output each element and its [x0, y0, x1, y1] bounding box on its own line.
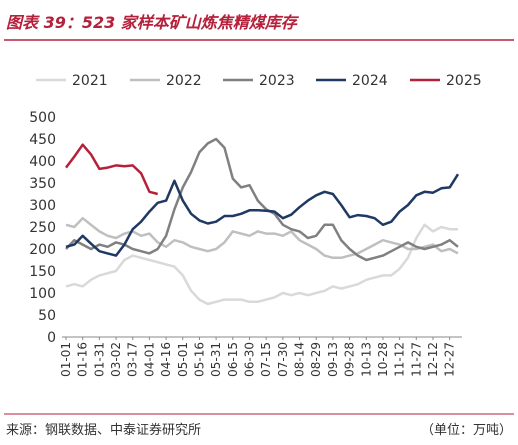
y-tick-label: 500: [29, 110, 56, 126]
x-tick-label: 09-13: [326, 342, 340, 377]
legend-label: 2022: [166, 73, 202, 89]
y-tick-label: 400: [29, 154, 56, 170]
x-tick-label: 03-02: [109, 342, 123, 377]
y-tick-label: 350: [29, 176, 56, 192]
x-tick-label: 05-31: [209, 342, 223, 377]
x-tick-label: 08-29: [309, 342, 323, 377]
x-tick-label: 05-16: [192, 342, 206, 377]
y-tick-label: 50: [38, 308, 56, 324]
x-tick-label: 05-01: [176, 342, 190, 377]
unit: （单位：万吨）: [421, 423, 512, 438]
x-tick-label: 11-12: [393, 342, 407, 377]
x-tick-label: 10-13: [359, 342, 373, 377]
series-line: [65, 216, 459, 260]
y-tick-label: 0: [47, 330, 56, 346]
y-tick-label: 150: [29, 264, 56, 280]
x-tick-label: 12-12: [426, 342, 440, 377]
x-tick-label: 09-28: [343, 342, 357, 377]
legend-label: 2025: [446, 73, 482, 89]
x-tick-label: 07-15: [259, 342, 273, 377]
x-tick-label: 06-15: [226, 342, 240, 377]
x-tick-label: 01-01: [59, 342, 73, 377]
y-tick-label: 100: [29, 286, 56, 302]
x-tick-label: 04-01: [142, 342, 156, 377]
series-line: [65, 143, 159, 196]
source: 来源：钢联数据、中泰证券研究所: [6, 422, 201, 438]
chart-title: 图表 39：523 家样本矿山炼焦精煤库存: [6, 13, 300, 32]
x-tick-label: 10-28: [376, 342, 390, 377]
y-tick-label: 450: [29, 132, 56, 148]
series-line: [65, 173, 460, 257]
x-tick-label: 01-31: [92, 342, 106, 377]
y-tick-label: 300: [29, 198, 56, 214]
x-tick-label: 06-30: [242, 342, 256, 377]
legend-label: 2023: [259, 73, 295, 89]
x-tick-label: 11-27: [409, 342, 423, 377]
x-tick-label: 12-27: [443, 342, 457, 377]
series-line: [65, 223, 458, 306]
legend-label: 2024: [352, 73, 388, 89]
legend-label: 2021: [72, 73, 108, 89]
x-tick-label: 03-17: [126, 342, 140, 377]
x-tick-label: 01-16: [76, 342, 90, 377]
y-tick-label: 200: [29, 242, 56, 258]
x-tick-label: 08-14: [293, 342, 307, 377]
series-line: [65, 137, 459, 262]
y-tick-label: 250: [29, 220, 56, 236]
x-tick-label: 07-30: [276, 342, 290, 377]
x-tick-label: 04-16: [159, 342, 173, 377]
